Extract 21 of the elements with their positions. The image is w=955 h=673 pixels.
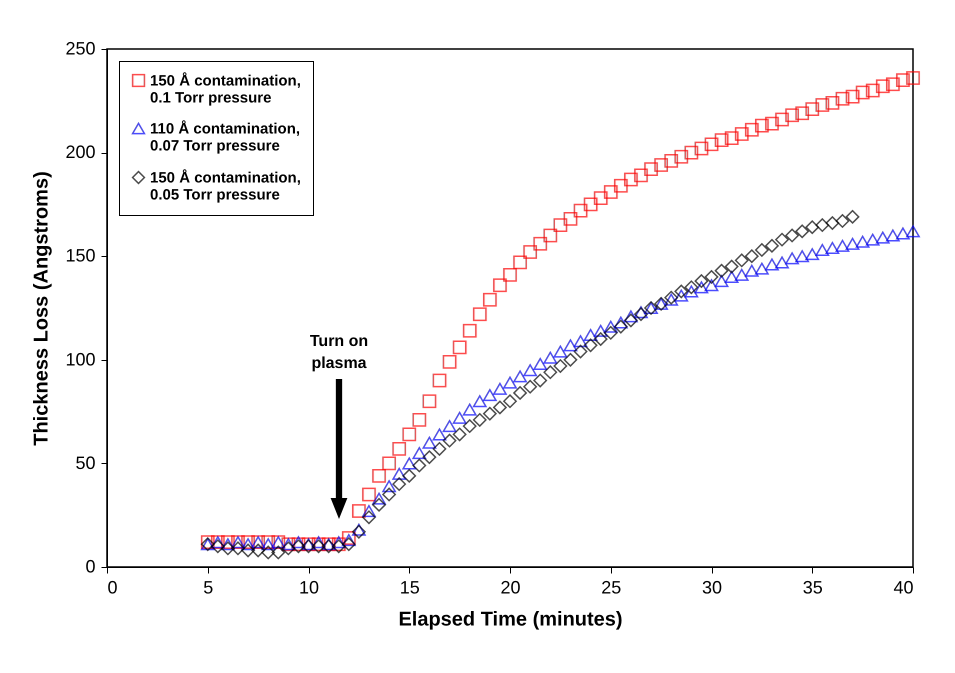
y-axis-title: Thickness Loss (Angstroms) [30, 171, 52, 446]
x-tick-label: 15 [400, 578, 420, 598]
x-tick-label: 35 [802, 578, 823, 598]
legend-label: 150 Å contamination, 0.05 Torr pressure [150, 168, 301, 204]
annotation: Turn on plasma [310, 333, 368, 372]
y-tick-label: 0 [85, 556, 96, 576]
y-tick-label: 100 [65, 349, 96, 370]
x-tick-label: 0 [108, 578, 118, 598]
legend-label: 150 Å contamination, 0.1 Torr pressure [150, 72, 301, 106]
x-tick-label: 20 [500, 578, 521, 598]
y-tick-label: 250 [65, 38, 96, 58]
x-tick-label: 5 [203, 578, 214, 598]
y-tick-label: 150 [65, 246, 96, 266]
x-tick-label: 40 [893, 578, 914, 598]
y-tick-label: 50 [75, 452, 96, 473]
legend-label: 110 Å contamination, 0.07 Torr pressure [150, 120, 300, 154]
x-tick-label: 30 [702, 578, 722, 598]
x-tick-label: 25 [601, 578, 622, 598]
x-axis-title: Elapsed Time (minutes) [398, 608, 623, 630]
x-tick-label: 10 [298, 578, 320, 598]
y-tick-label: 200 [65, 142, 96, 162]
